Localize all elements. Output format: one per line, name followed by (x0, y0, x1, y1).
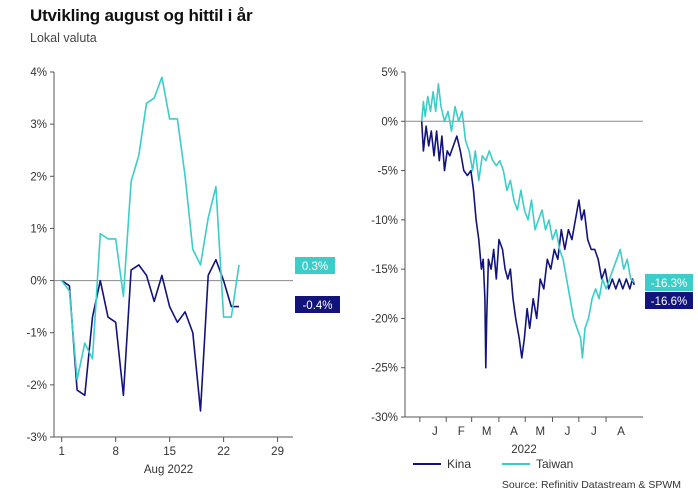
end-label-box (295, 296, 340, 313)
x-tick-label: A (617, 426, 625, 438)
end-label-kina: -16.6% (645, 292, 693, 309)
y-tick-label: 4% (30, 67, 47, 79)
end-label-text: 0.3% (302, 261, 328, 273)
x-tick-label: F (458, 426, 465, 438)
x-tick-label: M (482, 426, 492, 438)
series-line-taiwan (61, 76, 240, 381)
x-axis-title: 2022 (511, 444, 537, 456)
y-tick-label: -30% (371, 412, 398, 424)
x-tick-label: 22 (217, 446, 230, 458)
page-title: Utvikling august og hittil i år (30, 6, 253, 25)
legend-label-taiwan: Taiwan (536, 457, 574, 471)
y-tick-label: 1% (30, 223, 47, 235)
x-tick-label: A (510, 426, 518, 438)
legend-label-kina: Kina (447, 457, 472, 471)
legend-swatch-taiwan (502, 463, 530, 465)
y-tick-label: -5% (378, 166, 398, 178)
x-tick-label: J (591, 426, 597, 438)
end-label-taiwan: -16.3% (645, 274, 693, 291)
y-tick-label: 3% (30, 119, 47, 131)
y-tick-label: -15% (371, 264, 398, 276)
legend-swatch-kina (413, 463, 441, 465)
y-tick-label: 0% (381, 116, 398, 128)
y-tick-label: -1% (27, 328, 47, 340)
x-tick-label: J (432, 426, 438, 438)
source-note: Source: Refinitiv Datastream & SPWM (501, 479, 681, 491)
y-tick-label: -25% (371, 363, 398, 375)
page-subtitle: Lokal valuta (30, 31, 97, 45)
legend-item-kina: Kina (413, 457, 471, 471)
x-tick-label: 15 (163, 446, 176, 458)
x-tick-label: M (535, 426, 545, 438)
end-label-taiwan: 0.3% (295, 257, 335, 274)
y-tick-label: -3% (27, 432, 47, 444)
x-tick-label: 8 (112, 446, 118, 458)
end-label-box (295, 257, 335, 274)
legend-item-taiwan: Taiwan (502, 457, 573, 471)
y-tick-label: -10% (371, 215, 398, 227)
series-line-taiwan (420, 83, 635, 359)
y-tick-label: 5% (381, 67, 398, 79)
end-label-text: -0.4% (302, 300, 332, 312)
series-line-kina (61, 258, 239, 412)
x-tick-label: 29 (271, 446, 284, 458)
end-label-box (645, 292, 693, 309)
x-axis-title: Aug 2022 (144, 464, 193, 476)
y-tick-label: -2% (27, 380, 47, 392)
end-label-box (645, 274, 693, 291)
end-label-text: -16.3% (651, 278, 687, 290)
end-label-text: -16.6% (651, 296, 687, 308)
end-label-kina: -0.4% (295, 296, 340, 313)
y-tick-label: -20% (371, 313, 398, 325)
series-line-kina (420, 121, 635, 369)
y-tick-label: 0% (30, 276, 47, 288)
x-tick-label: J (565, 426, 571, 438)
x-tick-label: 1 (59, 446, 65, 458)
y-tick-label: 2% (30, 171, 47, 183)
